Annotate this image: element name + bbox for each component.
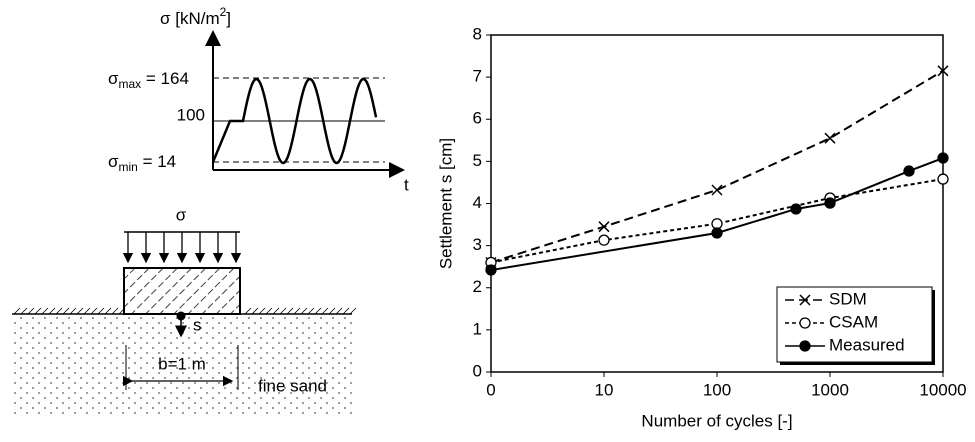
marker: [937, 65, 949, 77]
marker: [711, 227, 723, 239]
width-label: b=1 m: [158, 354, 206, 373]
marker: [903, 165, 915, 177]
y-tick-label: 0: [473, 361, 482, 380]
ground-hatch: [342, 307, 350, 315]
marker: [937, 173, 949, 185]
ground-hatch: [335, 307, 343, 315]
x-tick-label: 10000: [919, 380, 966, 399]
load-label: σ: [176, 205, 187, 224]
marker: [799, 317, 811, 329]
ground-hatch: [258, 307, 266, 315]
marker: [598, 234, 610, 246]
sigma-max-label: σmax = 164: [108, 69, 189, 91]
ground-hatch: [328, 307, 336, 315]
marker: [824, 132, 836, 144]
ground-hatch: [76, 307, 84, 315]
y-tick-label: 5: [473, 151, 482, 170]
marker: [598, 221, 610, 233]
legend: SDM CSAM Measured: [776, 286, 935, 365]
time-axis-label: t: [404, 175, 409, 194]
y-tick-label: 4: [473, 193, 482, 212]
chart: 0 1 2 3 4 5 6 7 8 0 10 100 1000 10000 Number of cycles…: [436, 24, 966, 430]
x-tick-label: 100: [703, 380, 731, 399]
legend-label: Measured: [829, 335, 905, 354]
y-tick-label: 6: [473, 109, 482, 128]
y-tick-label: 3: [473, 235, 482, 254]
y-axis-label: Settlement s [cm]: [436, 138, 455, 269]
marker: [824, 197, 836, 209]
ground-hatch: [265, 307, 273, 315]
legend-label: CSAM: [829, 312, 878, 331]
soil-label: fine sand: [258, 376, 327, 395]
y-tick-label: 1: [473, 319, 482, 338]
ground-hatch: [69, 307, 77, 315]
ground-hatch: [314, 307, 322, 315]
ground-hatch: [279, 307, 287, 315]
marker: [711, 218, 723, 230]
mean-label: 100: [177, 105, 205, 124]
ground-hatch: [62, 307, 70, 315]
ground-hatch: [118, 307, 126, 315]
ground-hatch: [349, 307, 357, 315]
ground-hatch: [13, 307, 21, 315]
ground-hatch: [34, 307, 42, 315]
marker: [485, 264, 497, 276]
ground-hatch: [272, 307, 280, 315]
ground-hatch: [27, 307, 35, 315]
ground-hatch: [300, 307, 308, 315]
y-tick-label: 7: [473, 67, 482, 86]
ground-hatch: [321, 307, 329, 315]
load-history: [205, 30, 405, 178]
x-tick-label: 0: [486, 380, 495, 399]
y-tick-label: 2: [473, 277, 482, 296]
ground-hatch: [20, 307, 28, 315]
footing-diagram: [12, 231, 357, 415]
ground-hatch: [48, 307, 56, 315]
ground-hatch: [55, 307, 63, 315]
ground-hatch: [97, 307, 105, 315]
ground-hatch: [251, 307, 259, 315]
legend-label: SDM: [829, 289, 867, 308]
stress-axis-label: σ [kN/m2]: [160, 5, 231, 28]
ground-hatch: [244, 307, 252, 315]
ground-hatch: [90, 307, 98, 315]
ground-hatch: [41, 307, 49, 315]
series-line: [490, 157, 944, 272]
x-tick-label: 1000: [811, 380, 849, 399]
ground-hatch: [293, 307, 301, 315]
marker: [799, 294, 811, 306]
ground-hatch: [286, 307, 294, 315]
marker: [937, 152, 949, 164]
ground-hatch: [307, 307, 315, 315]
sigma-min-label: σmin = 14: [108, 152, 176, 174]
settlement-label: s: [193, 315, 202, 334]
x-axis-label: Number of cycles [-]: [641, 411, 792, 430]
ground-hatch: [111, 307, 119, 315]
ground-hatch: [104, 307, 112, 315]
marker: [790, 203, 802, 215]
marker: [711, 184, 723, 196]
x-tick-label: 10: [595, 380, 614, 399]
ground-hatch: [83, 307, 91, 315]
marker: [799, 340, 811, 352]
y-tick-label: 8: [473, 24, 482, 43]
